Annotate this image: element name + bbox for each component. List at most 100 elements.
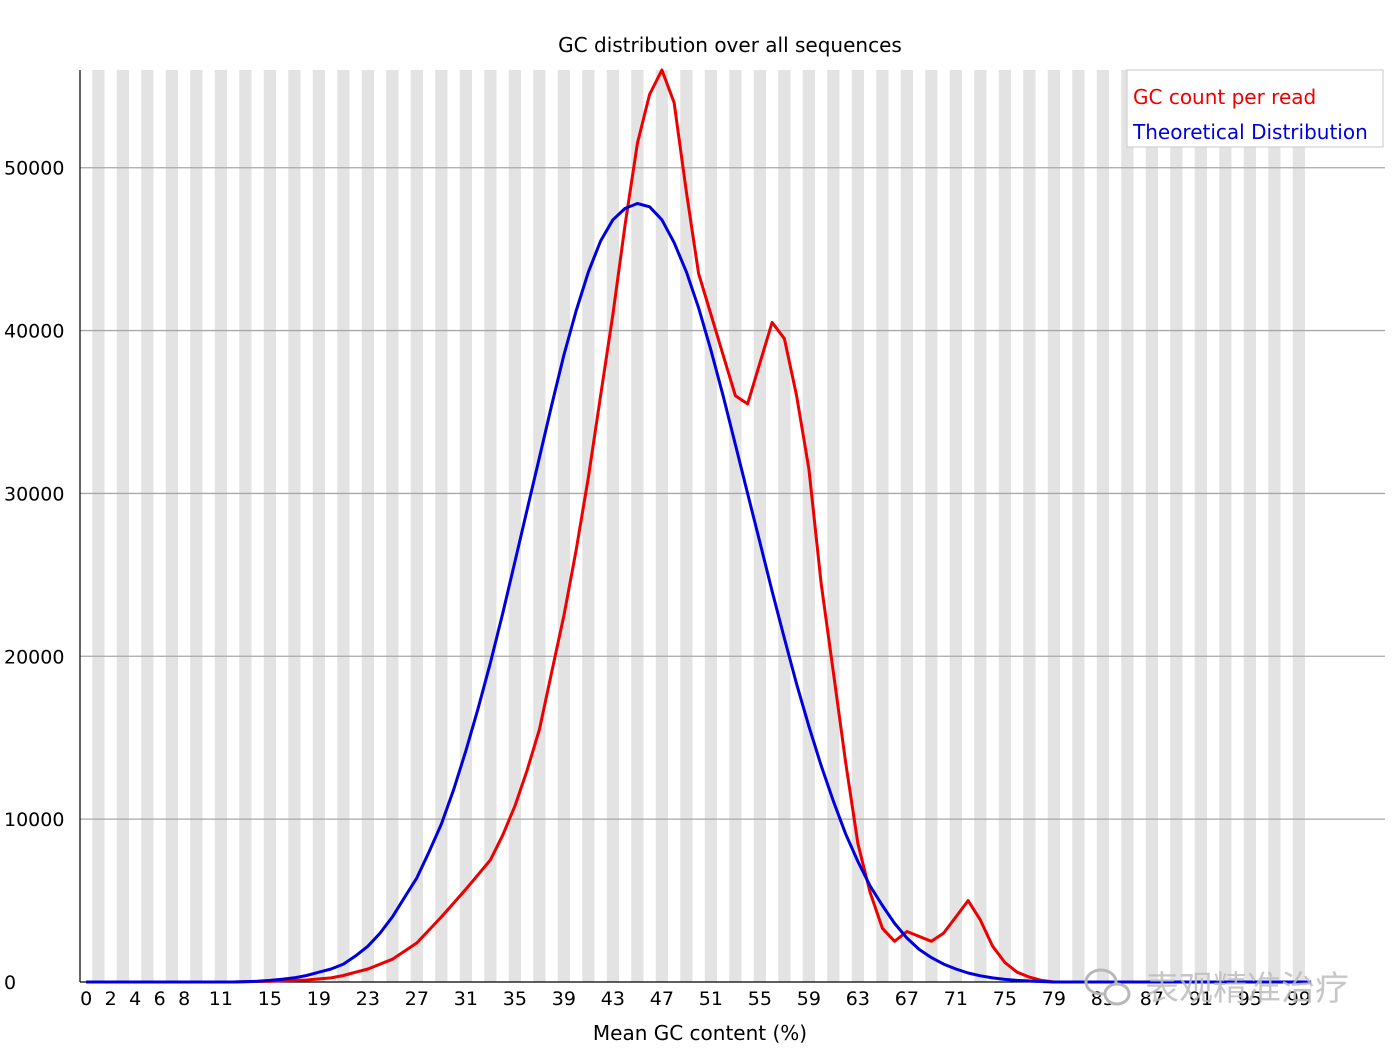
- chart-title: GC distribution over all sequences: [558, 33, 902, 57]
- x-tick-label-39: 39: [552, 988, 576, 1010]
- band-5: [141, 70, 154, 982]
- watermark-text: 表观精准治疗: [1145, 969, 1349, 1009]
- band-79: [1047, 70, 1060, 982]
- alternating-bands: [92, 70, 1305, 982]
- band-51: [704, 70, 717, 982]
- band-41: [582, 70, 595, 982]
- series-line-1: [86, 202, 1312, 984]
- wechat-bubble-icon: [1084, 968, 1131, 1006]
- band-83: [1096, 70, 1109, 982]
- band-97: [1268, 70, 1281, 982]
- band-71: [949, 70, 962, 982]
- band-81: [1072, 70, 1085, 982]
- band-55: [753, 70, 766, 982]
- band-59: [802, 70, 815, 982]
- band-49: [680, 70, 693, 982]
- x-tick-label-87: 87: [1140, 988, 1164, 1010]
- band-61: [827, 70, 840, 982]
- band-19: [312, 70, 325, 982]
- band-75: [998, 70, 1011, 982]
- band-77: [1023, 70, 1036, 982]
- band-29: [435, 70, 448, 982]
- x-tick-label-71: 71: [944, 988, 968, 1010]
- x-tick-label-99: 99: [1287, 988, 1311, 1010]
- x-tick-label-67: 67: [895, 988, 919, 1010]
- band-43: [606, 70, 619, 982]
- band-31: [459, 70, 472, 982]
- series-lines: [86, 68, 1312, 984]
- x-tick-label-15: 15: [258, 988, 282, 1010]
- band-37: [533, 70, 546, 982]
- x-tick-label-27: 27: [405, 988, 429, 1010]
- band-91: [1194, 70, 1207, 982]
- band-15: [263, 70, 276, 982]
- series-line-0: [86, 68, 1312, 984]
- band-67: [900, 70, 913, 982]
- y-tick-label-20000: 20000: [4, 646, 64, 668]
- y-tick-label-30000: 30000: [4, 483, 64, 505]
- x-tick-label-4: 4: [129, 988, 141, 1010]
- band-23: [361, 70, 374, 982]
- x-axis-label: Mean GC content (%): [593, 1021, 807, 1045]
- x-tick-label-47: 47: [650, 988, 674, 1010]
- x-tick-label-43: 43: [601, 988, 625, 1010]
- band-7: [165, 70, 178, 982]
- band-27: [410, 70, 423, 982]
- watermark: 表观精准治疗: [1084, 968, 1349, 1009]
- band-25: [386, 70, 399, 982]
- band-57: [778, 70, 791, 982]
- band-99: [1292, 70, 1305, 982]
- horizontal-gridlines: [80, 167, 1385, 820]
- legend-entry-theoretical: Theoretical Distribution: [1132, 120, 1368, 144]
- x-tick-label-59: 59: [797, 988, 821, 1010]
- band-1: [92, 70, 105, 982]
- x-tick-label-19: 19: [307, 988, 331, 1010]
- band-11: [214, 70, 227, 982]
- x-tick-label-55: 55: [748, 988, 772, 1010]
- legend: GC count per read Theoretical Distributi…: [1126, 69, 1384, 148]
- band-87: [1145, 70, 1158, 982]
- band-9: [190, 70, 203, 982]
- x-tick-label-23: 23: [356, 988, 380, 1010]
- y-tick-label-0: 0: [4, 972, 16, 994]
- band-93: [1219, 70, 1232, 982]
- y-tick-labels: 0 10000 20000 30000 40000 50000: [4, 158, 64, 994]
- y-tick-label-50000: 50000: [4, 158, 64, 180]
- band-3: [116, 70, 129, 982]
- band-39: [557, 70, 570, 982]
- x-tick-label-11: 11: [209, 988, 233, 1010]
- x-tick-label-31: 31: [454, 988, 478, 1010]
- x-tick-label-0: 0: [80, 988, 92, 1010]
- band-45: [631, 70, 644, 982]
- x-tick-label-63: 63: [846, 988, 870, 1010]
- band-47: [655, 70, 668, 982]
- legend-box: [1126, 69, 1384, 148]
- band-85: [1121, 70, 1134, 982]
- x-tick-label-91: 91: [1189, 988, 1213, 1010]
- x-tick-label-8: 8: [178, 988, 190, 1010]
- band-89: [1170, 70, 1183, 982]
- band-95: [1243, 70, 1256, 982]
- x-tick-label-95: 95: [1238, 988, 1262, 1010]
- legend-entry-gc-count: GC count per read: [1133, 85, 1316, 109]
- x-tick-label-79: 79: [1042, 988, 1066, 1010]
- band-33: [484, 70, 497, 982]
- band-69: [925, 70, 938, 982]
- band-65: [876, 70, 889, 982]
- band-63: [851, 70, 864, 982]
- x-tick-label-2: 2: [105, 988, 117, 1010]
- band-73: [974, 70, 987, 982]
- band-21: [337, 70, 350, 982]
- band-13: [239, 70, 252, 982]
- x-tick-labels: 0 2 4 6 8 11 15 19 23 27 31 35 39 43 47 51 55 59 63 67 71 75 7…: [80, 988, 1311, 1010]
- band-53: [729, 70, 742, 982]
- band-35: [508, 70, 521, 982]
- y-tick-label-10000: 10000: [4, 809, 64, 831]
- y-tick-label-40000: 40000: [4, 321, 64, 343]
- band-17: [288, 70, 301, 982]
- x-tick-label-6: 6: [154, 988, 166, 1010]
- x-tick-label-35: 35: [503, 988, 527, 1010]
- x-tick-label-51: 51: [699, 988, 723, 1010]
